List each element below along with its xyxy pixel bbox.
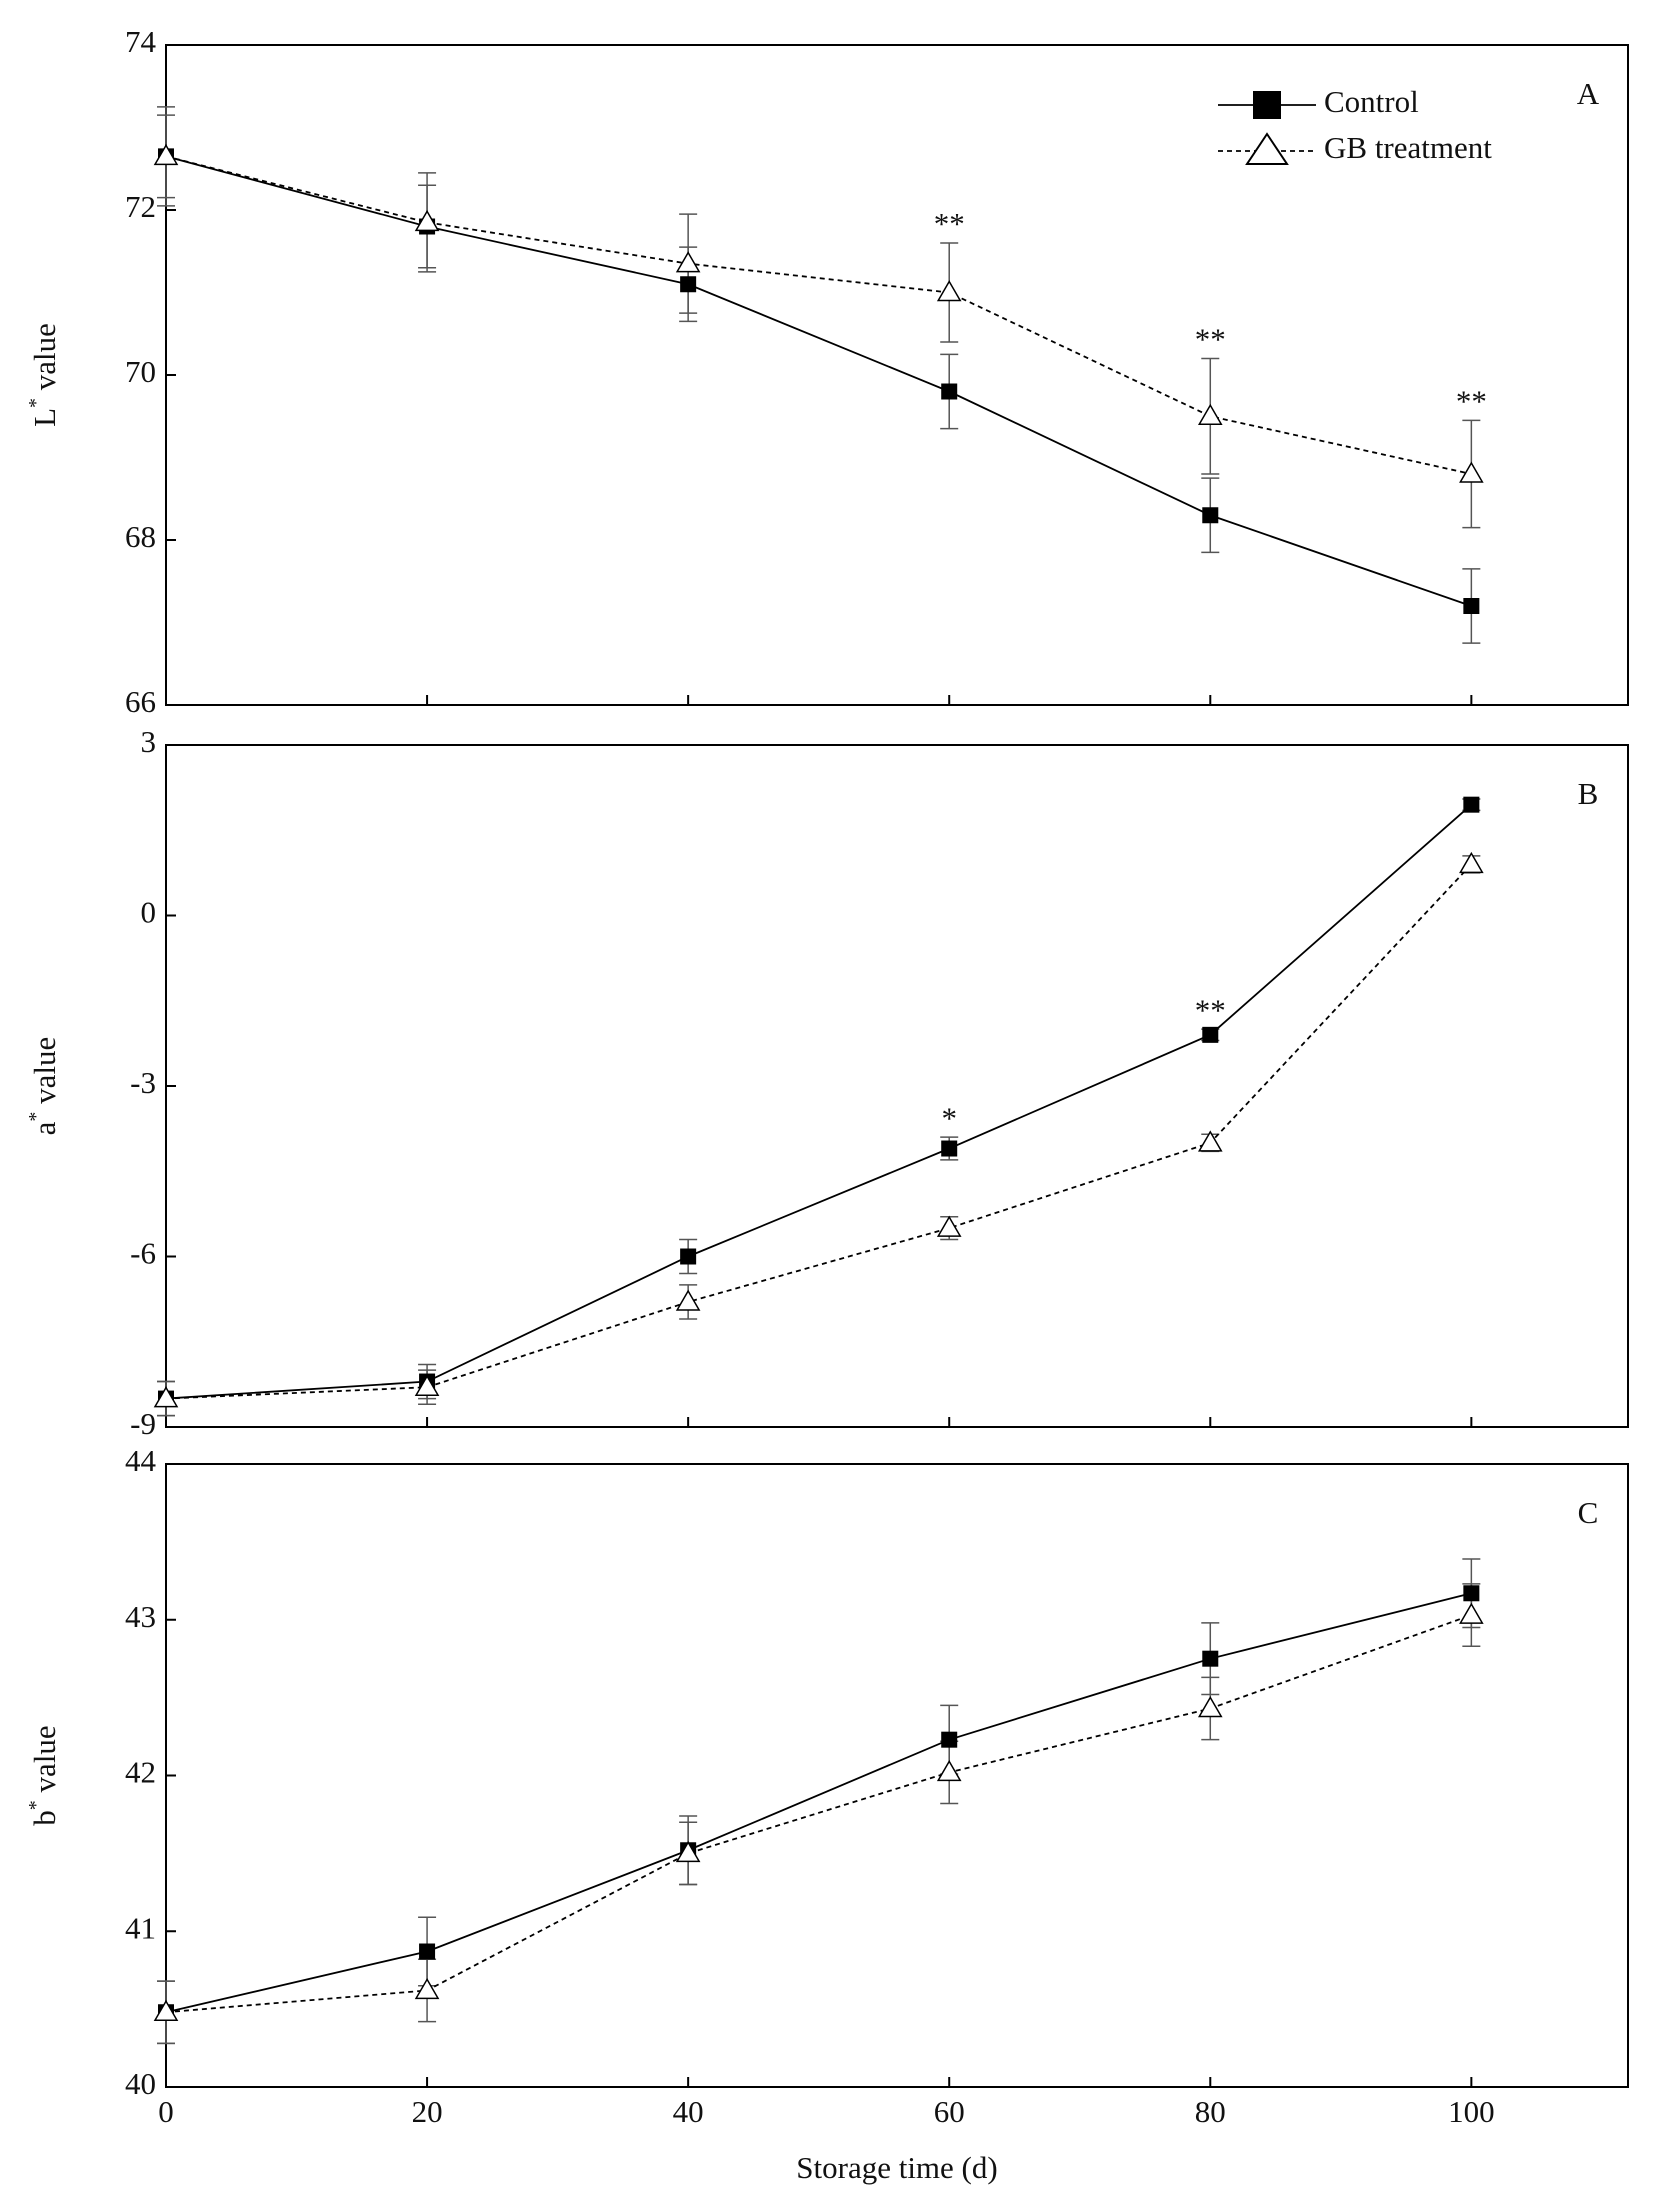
marker bbox=[153, 143, 179, 166]
marker bbox=[1459, 461, 1484, 483]
y-axis-label: L* value bbox=[25, 323, 63, 427]
marker bbox=[1463, 1585, 1480, 1602]
legend-label: GB treatment bbox=[1324, 130, 1492, 165]
significance-label: * bbox=[941, 1100, 957, 1135]
y-tick-label: 70 bbox=[125, 354, 156, 389]
y-tick-label: 72 bbox=[125, 189, 156, 224]
significance-label: ** bbox=[934, 206, 965, 241]
significance-label: ** bbox=[1195, 322, 1226, 357]
marker bbox=[675, 251, 701, 273]
y-tick-label: 41 bbox=[125, 1910, 156, 1945]
y-axis-label-part: a bbox=[27, 1121, 62, 1135]
marker bbox=[153, 1999, 179, 2021]
marker bbox=[1463, 796, 1480, 813]
marker bbox=[1459, 851, 1484, 874]
marker bbox=[941, 1140, 958, 1157]
y-tick-label: 68 bbox=[125, 519, 156, 554]
y-tick-label: 44 bbox=[125, 1443, 157, 1478]
x-tick-label: 60 bbox=[934, 2094, 965, 2129]
x-tick-label: 0 bbox=[158, 2094, 174, 2129]
marker bbox=[1197, 1696, 1223, 1718]
y-tick-label: 0 bbox=[141, 895, 157, 930]
legend-marker bbox=[1253, 91, 1281, 119]
x-tick-label: 100 bbox=[1448, 2094, 1495, 2129]
marker bbox=[936, 1759, 962, 1782]
significance-label: ** bbox=[1456, 383, 1487, 418]
x-tick-label: 40 bbox=[673, 2094, 704, 2129]
significance-label: ** bbox=[1195, 992, 1226, 1027]
marker bbox=[680, 276, 697, 293]
marker bbox=[414, 209, 440, 232]
marker bbox=[414, 1374, 440, 1396]
marker bbox=[414, 1977, 440, 2000]
y-tick-label: 66 bbox=[125, 684, 156, 719]
y-axis-label-part: * bbox=[25, 1800, 47, 1810]
legend-label: Control bbox=[1324, 84, 1419, 119]
series-line bbox=[165, 155, 1472, 475]
y-axis-label-part: value bbox=[27, 323, 62, 398]
series-line bbox=[165, 803, 1472, 1400]
y-axis-label-part: value bbox=[27, 1037, 62, 1112]
marker bbox=[1459, 1602, 1484, 1624]
series-line bbox=[165, 1592, 1472, 2014]
marker bbox=[1463, 598, 1480, 614]
marker bbox=[1202, 1650, 1219, 1667]
y-axis-label-part: b bbox=[27, 1810, 62, 1826]
panel-label: A bbox=[1577, 76, 1600, 111]
x-tick-label: 20 bbox=[412, 2094, 443, 2129]
y-axis-label-part: L bbox=[27, 408, 62, 427]
marker bbox=[675, 1840, 701, 1863]
marker bbox=[941, 383, 958, 400]
marker bbox=[419, 1943, 436, 1960]
panel-label: C bbox=[1578, 1495, 1599, 1530]
marker bbox=[936, 1215, 962, 1237]
y-tick-label: 3 bbox=[141, 724, 157, 759]
y-axis-label-part: * bbox=[25, 1112, 47, 1122]
panel-label: B bbox=[1578, 776, 1599, 811]
marker bbox=[1197, 403, 1223, 425]
series-line bbox=[165, 155, 1472, 607]
marker bbox=[680, 1248, 697, 1265]
x-tick-label: 80 bbox=[1195, 2094, 1226, 2129]
y-tick-label: 43 bbox=[125, 1599, 156, 1634]
plot-frame bbox=[165, 744, 1629, 1428]
y-axis-label-part: value bbox=[27, 1725, 62, 1800]
series-line bbox=[165, 1614, 1472, 2014]
marker bbox=[1197, 1130, 1223, 1152]
x-axis-label: Storage time (d) bbox=[796, 2150, 997, 2185]
marker bbox=[153, 1386, 179, 1408]
marker bbox=[941, 1731, 958, 1748]
marker bbox=[1202, 1026, 1219, 1043]
y-tick-label: -3 bbox=[130, 1065, 156, 1100]
y-tick-label: -9 bbox=[130, 1406, 156, 1441]
y-axis-label: a* value bbox=[25, 1037, 63, 1136]
y-tick-label: 40 bbox=[125, 2066, 156, 2101]
marker bbox=[675, 1289, 701, 1311]
marker bbox=[1202, 507, 1219, 524]
series-line bbox=[165, 863, 1473, 1400]
y-tick-label: 74 bbox=[125, 24, 157, 59]
y-tick-label: 42 bbox=[125, 1755, 156, 1790]
legend-marker bbox=[1245, 132, 1289, 165]
y-axis-label-part: * bbox=[25, 398, 47, 408]
y-tick-label: -6 bbox=[130, 1236, 156, 1271]
y-axis-label: b* value bbox=[25, 1725, 63, 1825]
marker bbox=[936, 280, 962, 302]
